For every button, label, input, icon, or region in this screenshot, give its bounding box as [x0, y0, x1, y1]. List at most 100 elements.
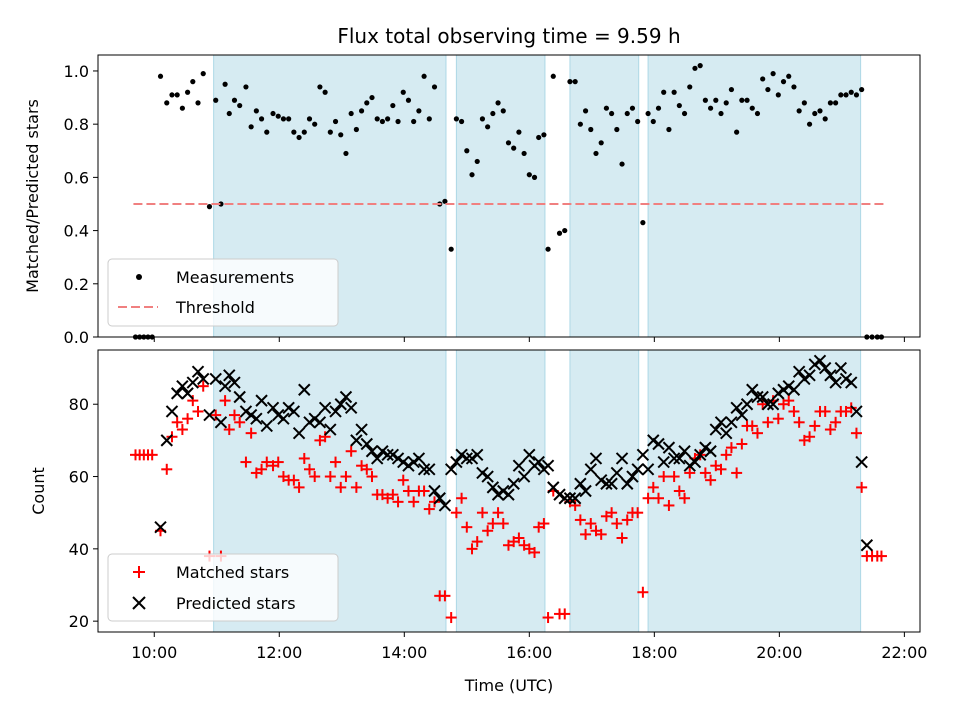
bottom-panel: 20 40 60 80 10:00 12:00 14:00 16:00 18:00 20:00 2… — [29, 349, 927, 695]
matched-stars-point — [245, 427, 257, 439]
bottom-y-axis-label: Count — [29, 467, 48, 515]
predicted-stars-point — [746, 383, 759, 396]
predicted-stars-point — [250, 412, 263, 425]
predicted-stars-point — [277, 412, 290, 425]
measurement-point — [353, 126, 359, 133]
matched-stars-point — [450, 507, 462, 519]
measurement-point — [697, 63, 703, 69]
predicted-stars-point — [228, 376, 241, 389]
matched-stars-point — [684, 467, 696, 479]
measurement-point — [200, 71, 206, 77]
predicted-stars-point — [344, 401, 358, 415]
predicted-stars-point — [792, 365, 806, 378]
predicted-stars-point — [376, 445, 389, 458]
matched-stars-point — [192, 405, 204, 417]
matched-stars-point — [736, 438, 748, 450]
matched-stars-point — [845, 402, 857, 414]
predicted-stars-point — [772, 387, 785, 400]
predicted-stars-point — [160, 434, 173, 447]
measurement-point — [624, 110, 630, 117]
predicted-stars-point — [735, 408, 749, 422]
measurement-point — [364, 100, 370, 106]
top-y-axis-label: Matched/Predicted stars — [23, 99, 42, 293]
measurement-point — [458, 118, 465, 125]
predicted-stars-point — [667, 452, 681, 465]
matched-stars-point — [418, 485, 430, 497]
predicted-stars-point — [699, 441, 712, 454]
measurement-point — [598, 140, 604, 146]
predicted-stars-point — [329, 405, 342, 418]
matched-stars-point — [513, 532, 525, 544]
legend-matched-marker — [133, 566, 145, 578]
x-tick-label: 16:00 — [506, 643, 552, 662]
chart-title: Flux total observing time = 9.59 h — [337, 24, 680, 48]
measurement-point — [312, 121, 318, 127]
predicted-stars-point — [260, 419, 273, 433]
matched-stars-point — [856, 481, 868, 493]
matched-stars-point — [616, 532, 628, 544]
measurement-point — [749, 105, 755, 111]
measurement-point — [379, 118, 386, 125]
predicted-stars-point — [244, 408, 258, 422]
predicted-stars-point — [282, 401, 295, 415]
top-legend-box — [107, 258, 339, 327]
predicted-stars-point — [272, 408, 285, 422]
matched-stars-point — [824, 424, 836, 436]
matched-stars-point — [476, 507, 488, 519]
matched-stars-point — [234, 416, 246, 428]
matched-stars-point — [819, 405, 831, 417]
matched-stars-point — [197, 380, 209, 392]
measurement-point — [516, 129, 522, 135]
matched-stars-point — [219, 395, 231, 407]
matched-stars-point — [746, 420, 758, 432]
measurement-point — [448, 246, 454, 252]
measurement-point — [629, 105, 636, 111]
predicted-stars-point — [558, 492, 571, 505]
measurement-point — [248, 124, 254, 130]
predicted-stars-point — [460, 452, 474, 465]
measurement-point — [796, 108, 802, 114]
predicted-stars-point — [365, 445, 379, 458]
predicted-stars-point — [324, 423, 337, 436]
measurement-point — [859, 86, 865, 93]
measurement-point — [421, 73, 427, 79]
shaded-interval — [455, 54, 546, 338]
predicted-stars-point — [652, 437, 665, 451]
measurement-point — [635, 118, 641, 125]
matched-stars-point — [456, 492, 468, 504]
matched-stars-point — [585, 518, 597, 530]
matched-stars-point — [497, 518, 509, 530]
measurement-point — [801, 100, 807, 106]
predicted-stars-point — [303, 416, 316, 429]
matched-stars-point — [559, 608, 571, 620]
measurement-point — [676, 102, 682, 109]
measurement-point — [765, 86, 771, 93]
measurement-point — [754, 110, 761, 117]
top-axes-frame — [97, 54, 921, 338]
predicted-stars-point — [313, 416, 327, 429]
measurement-point — [728, 86, 735, 93]
matched-stars-point — [461, 521, 473, 533]
predicted-stars-point — [860, 539, 874, 552]
predicted-stars-point — [486, 481, 500, 494]
bottom-y-ticks: 20 40 60 80 — [69, 395, 98, 631]
predicted-stars-point — [176, 379, 189, 393]
matched-stars-point — [783, 395, 795, 407]
predicted-stars-point — [165, 405, 179, 418]
predicted-stars-point — [450, 455, 463, 469]
measurement-point — [464, 148, 470, 154]
matched-stars-point — [580, 528, 592, 540]
legend-matched-label: Matched stars — [176, 563, 289, 582]
matched-stars-point — [171, 416, 183, 428]
measurement-point — [190, 79, 196, 85]
measurement-point — [645, 110, 651, 117]
predicted-stars-point — [600, 477, 613, 490]
y-tick-label: 0.0 — [64, 328, 89, 347]
measurement-point — [521, 150, 527, 157]
matched-stars-point — [606, 507, 618, 519]
predicted-stars-point — [318, 401, 332, 415]
matched-stars-point — [324, 471, 336, 483]
predicted-stars-point — [631, 463, 644, 476]
matched-stars-point — [542, 612, 554, 624]
predicted-stars-point — [308, 412, 321, 425]
